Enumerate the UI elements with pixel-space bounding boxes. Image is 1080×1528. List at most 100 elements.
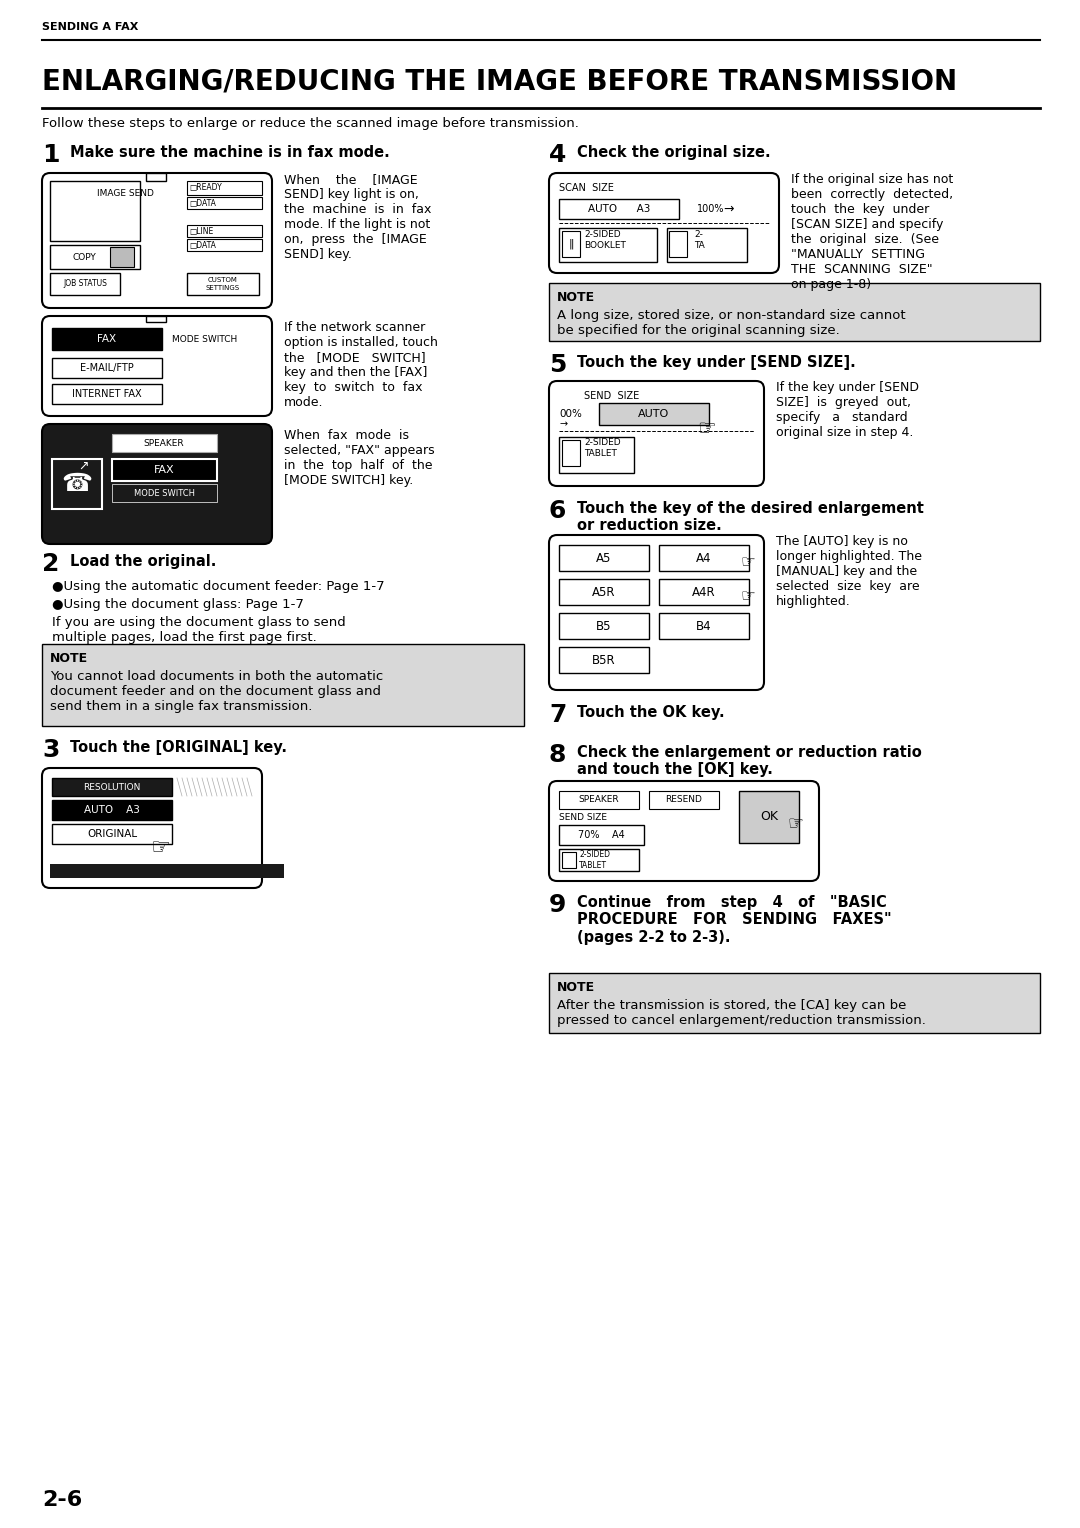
Text: MODE SWITCH: MODE SWITCH	[134, 489, 194, 498]
Bar	[559, 228, 657, 261]
Bar	[50, 180, 140, 241]
Text: Check the original size.: Check the original size.	[577, 145, 771, 160]
Text: OK: OK	[760, 810, 778, 824]
Bar	[562, 231, 580, 257]
Text: NOTE: NOTE	[557, 981, 595, 995]
Bar	[187, 274, 259, 295]
Bar	[559, 613, 649, 639]
Text: 2: 2	[42, 552, 59, 576]
Bar	[52, 824, 172, 843]
Text: 1: 1	[42, 144, 59, 167]
Text: INTERNET FAX: INTERNET FAX	[72, 390, 141, 399]
Text: When  fax  mode  is
selected, "FAX" appears
in  the  top  half  of  the
[MODE SW: When fax mode is selected, "FAX" appears…	[284, 429, 434, 487]
Text: NOTE: NOTE	[557, 290, 595, 304]
FancyBboxPatch shape	[42, 423, 272, 544]
FancyBboxPatch shape	[549, 380, 764, 486]
Text: SENDING A FAX: SENDING A FAX	[42, 21, 138, 32]
Bar	[667, 228, 747, 261]
Bar	[52, 801, 172, 821]
Text: ☞: ☞	[787, 814, 804, 833]
Text: 5: 5	[549, 353, 566, 377]
Text: FAX: FAX	[97, 335, 117, 344]
Text: AUTO      A3: AUTO A3	[588, 205, 650, 214]
Text: IMAGE SEND: IMAGE SEND	[97, 189, 153, 199]
Text: ↗: ↗	[79, 460, 90, 472]
Bar	[549, 283, 1040, 341]
Bar	[562, 440, 580, 466]
Text: A4: A4	[697, 552, 712, 564]
Text: If the network scanner
option is installed, touch
the   [MODE   SWITCH]
key and : If the network scanner option is install…	[284, 321, 437, 410]
Bar	[52, 778, 172, 796]
Text: When    the    [IMAGE
SEND] key light is on,
the  machine  is  in  fax
mode. If : When the [IMAGE SEND] key light is on, t…	[284, 173, 431, 261]
Text: Touch the key of the desired enlargement
or reduction size.: Touch the key of the desired enlargement…	[577, 501, 923, 533]
Text: ☞: ☞	[150, 837, 170, 859]
Bar	[187, 180, 262, 196]
Text: 2-6: 2-6	[42, 1490, 82, 1510]
Text: Touch the key under [SEND SIZE].: Touch the key under [SEND SIZE].	[577, 354, 855, 370]
Text: SPEAKER: SPEAKER	[579, 796, 619, 805]
Bar	[42, 643, 524, 726]
Text: NOTE: NOTE	[50, 652, 89, 665]
Text: 9: 9	[549, 892, 566, 917]
Text: 8: 8	[549, 743, 566, 767]
Text: A5: A5	[596, 552, 611, 564]
Bar	[146, 316, 166, 322]
Text: A5R: A5R	[592, 585, 616, 599]
Bar	[559, 825, 644, 845]
Text: □DATA: □DATA	[189, 199, 216, 208]
Text: 6: 6	[549, 500, 566, 523]
Bar	[669, 231, 687, 257]
FancyBboxPatch shape	[42, 769, 262, 888]
Text: SPEAKER: SPEAKER	[144, 439, 185, 448]
Bar	[559, 646, 649, 672]
FancyBboxPatch shape	[549, 535, 764, 691]
Text: AUTO: AUTO	[638, 410, 670, 419]
Bar	[559, 579, 649, 605]
Text: ☞: ☞	[697, 419, 716, 439]
Bar	[52, 384, 162, 403]
Text: E-MAIL/FTP: E-MAIL/FTP	[80, 364, 134, 373]
Text: 3: 3	[42, 738, 59, 762]
Text: ●Using the automatic document feeder: Page 1-7: ●Using the automatic document feeder: Pa…	[52, 581, 384, 593]
FancyBboxPatch shape	[42, 316, 272, 416]
Text: Follow these steps to enlarge or reduce the scanned image before transmission.: Follow these steps to enlarge or reduce …	[42, 118, 579, 130]
Text: □DATA: □DATA	[189, 241, 216, 251]
Text: Make sure the machine is in fax mode.: Make sure the machine is in fax mode.	[70, 145, 390, 160]
Bar	[559, 545, 649, 571]
Bar	[599, 403, 708, 425]
Text: B5R: B5R	[592, 654, 616, 666]
Bar	[659, 613, 750, 639]
Bar	[52, 458, 102, 509]
Bar	[52, 358, 162, 377]
Text: ORIGINAL: ORIGINAL	[86, 830, 137, 839]
Text: ☞: ☞	[741, 587, 756, 605]
Text: Check the enlargement or reduction ratio
and touch the [OK] key.: Check the enlargement or reduction ratio…	[577, 746, 921, 778]
Bar	[187, 238, 262, 251]
FancyBboxPatch shape	[42, 173, 272, 309]
Text: AUTO    A3: AUTO A3	[84, 805, 140, 814]
FancyBboxPatch shape	[549, 781, 819, 882]
Bar	[187, 197, 262, 209]
Bar	[559, 850, 639, 871]
Text: You cannot load documents in both the automatic
document feeder and on the docum: You cannot load documents in both the au…	[50, 669, 383, 714]
Text: 00%: 00%	[559, 410, 582, 419]
Text: MODE SWITCH: MODE SWITCH	[172, 335, 238, 344]
Text: The [AUTO] key is no
longer highlighted. The
[MANUAL] key and the
selected  size: The [AUTO] key is no longer highlighted.…	[777, 535, 922, 608]
Bar	[562, 853, 576, 868]
Text: ENLARGING/REDUCING THE IMAGE BEFORE TRANSMISSION: ENLARGING/REDUCING THE IMAGE BEFORE TRAN…	[42, 69, 957, 96]
Text: A long size, stored size, or non-standard size cannot
be specified for the origi: A long size, stored size, or non-standar…	[557, 309, 906, 338]
Text: →: →	[559, 419, 567, 429]
Text: RESOLUTION: RESOLUTION	[83, 782, 140, 792]
Bar	[559, 792, 639, 808]
Text: If the key under [SEND
SIZE]  is  greyed  out,
specify   a   standard
original s: If the key under [SEND SIZE] is greyed o…	[777, 380, 919, 439]
Text: 4: 4	[549, 144, 566, 167]
Text: 2-SIDED
TABLET: 2-SIDED TABLET	[584, 439, 621, 458]
Text: ☞: ☞	[741, 553, 756, 571]
Bar	[50, 274, 120, 295]
Text: 2-SIDED
TABLET: 2-SIDED TABLET	[579, 850, 610, 869]
Text: If the original size has not
been  correctly  detected,
touch  the  key  under
[: If the original size has not been correc…	[791, 173, 954, 290]
Text: CUSTOM
SETTINGS: CUSTOM SETTINGS	[206, 278, 240, 290]
Text: COPY: COPY	[72, 252, 96, 261]
Text: Continue   from   step   4   of   "BASIC
PROCEDURE   FOR   SENDING   FAXES"
(pag: Continue from step 4 of "BASIC PROCEDURE…	[577, 895, 892, 944]
Text: SEND SIZE: SEND SIZE	[559, 813, 607, 822]
